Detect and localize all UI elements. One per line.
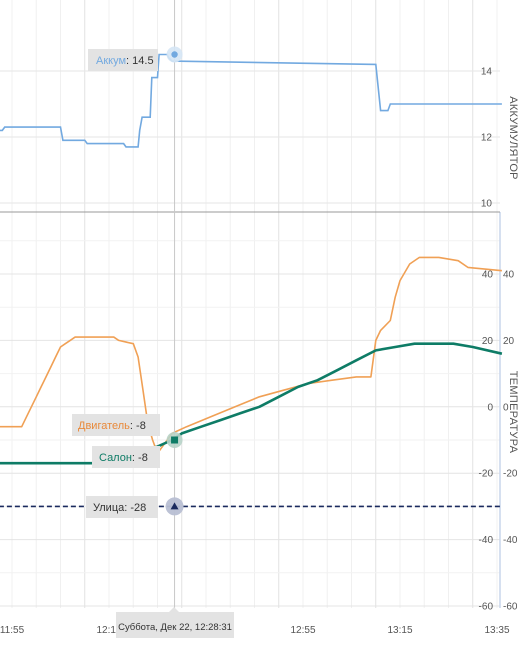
circle-marker-icon [171,51,178,58]
y-tick-label: 14 [481,67,493,78]
y-tick-label: 0 [487,402,493,413]
x-tick-label: 13:15 [387,625,412,636]
y-tick-label-right: -60 [503,602,518,613]
series-line-battery [0,53,502,148]
tooltip-engine-value: -8 [136,420,146,432]
series-line-cabin [0,342,503,465]
y-tick-label: 10 [481,199,493,210]
time-x-axis: 11:55 12:15 12:55 13:15 13:35 [0,625,510,636]
battery-axis-label: АККУМУЛЯТОР [507,96,519,180]
x-tick-label: 12:55 [290,625,315,636]
battery-grid [0,0,500,212]
y-tick-label: -40 [479,535,494,546]
y-tick-label: -20 [479,469,494,480]
cabin-cursor-marker [166,432,183,448]
temperature-y-axis: -60 -40 -20 0 20 40 -60 -40 -20 0 20 40 [479,270,518,613]
svg-text:Улица: -28: Улица: -28 [93,502,146,514]
y-tick-label-right: -40 [503,535,518,546]
tooltip-battery-value: 14.5 [132,55,153,67]
tooltip-cabin-value: -8 [138,452,148,464]
tooltip-engine-name: Двигатель [78,420,130,432]
battery-cursor-marker [166,46,183,63]
cursor-time-label: Суббота, Дек 22, 12:28:31 [116,607,234,638]
y-tick-label-right: -20 [503,469,518,480]
ambient-cursor-marker [165,497,184,516]
x-tick-label: 11:55 [0,625,25,636]
battery-series-layer [0,53,502,148]
y-tick-label: -60 [479,602,494,613]
tooltip-ambient-value: -28 [130,502,146,514]
square-marker-icon [171,436,179,444]
series-line-engine [0,256,502,455]
temperature-grid [0,212,501,608]
tooltip-ambient-name: Улица [93,502,125,514]
y-tick-label-right: 0 [503,402,509,413]
y-tick-label: 20 [482,336,494,347]
battery-y-axis: 10 12 14 [481,67,493,210]
x-tick-label: 12:15 [96,625,121,636]
y-tick-label-right: 20 [503,336,515,347]
y-tick-label: 40 [482,270,494,281]
tooltip-cabin: Салон: -8 [92,446,160,468]
triangle-marker-icon [170,502,179,510]
tooltip-engine: Двигатель: -8 [72,414,160,436]
x-tick-label: 13:35 [484,625,509,636]
tooltip-cabin-name: Салон [99,452,132,464]
temperature-axis-label: ТЕМПЕРАТУРА [507,371,519,454]
svg-text:Двигатель: -8: Двигатель: -8 [78,420,146,432]
tooltip-battery: Аккум: 14.5 [88,49,158,71]
svg-text:Салон: -8: Салон: -8 [99,452,148,464]
tooltip-battery-name: Аккум [96,55,126,67]
cursor-time-text: Суббота, Дек 22, 12:28:31 [118,622,232,633]
y-tick-label-right: 40 [503,270,515,281]
temperature-series-layer [0,256,503,508]
y-tick-label: 12 [481,133,493,144]
tooltip-ambient: Улица: -28 [86,496,158,518]
svg-text:Аккум: 14.5: Аккум: 14.5 [96,55,154,67]
